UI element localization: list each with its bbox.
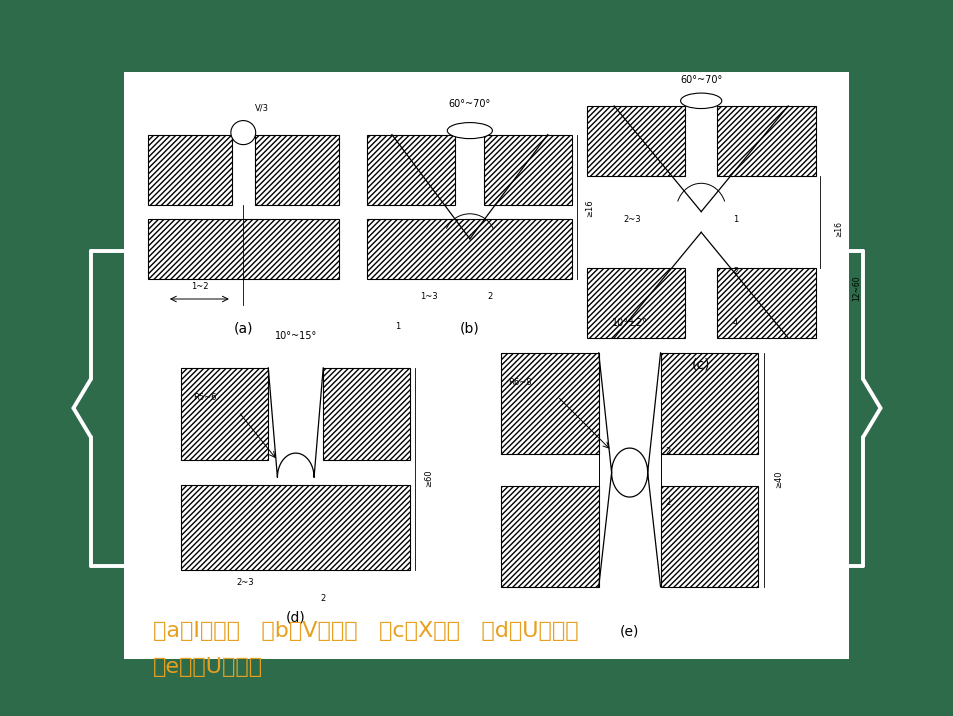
Text: （e）双U形坥口: （e）双U形坥口 [152,657,262,677]
Bar [500,486,598,587]
Bar [484,135,572,205]
Text: 1: 1 [732,215,738,224]
Ellipse shape [679,93,721,109]
Bar [586,106,684,175]
Bar [148,219,338,279]
Bar [367,219,572,279]
Bar [367,135,455,205]
Text: 2: 2 [320,594,326,604]
Bar [181,485,410,570]
Text: 1~2: 1~2 [191,282,208,291]
Bar [500,353,598,453]
Bar [254,135,338,205]
Ellipse shape [447,122,492,139]
Bar [717,268,815,338]
Text: ≥16: ≥16 [833,221,842,237]
Bar [659,486,758,587]
Text: (e): (e) [619,625,639,639]
Bar [586,268,684,338]
Text: (b): (b) [459,322,479,336]
Bar [323,368,410,460]
Text: 4: 4 [732,318,738,327]
Bar [717,106,815,175]
Text: 2: 2 [665,498,670,507]
Text: ≥16: ≥16 [584,199,593,217]
Text: ≥60: ≥60 [423,469,433,487]
Text: 10°±2°: 10°±2° [611,318,647,328]
Text: (a): (a) [233,322,253,336]
Text: (d): (d) [286,611,305,624]
Text: 2: 2 [732,266,738,276]
Text: R5~6: R5~6 [193,392,216,402]
Text: 2: 2 [665,447,670,455]
Bar [659,353,758,453]
Text: 2: 2 [487,292,493,301]
Text: ≥40: ≥40 [773,470,782,488]
Text: 12~60: 12~60 [851,276,861,301]
Text: (c): (c) [691,358,710,372]
Text: V/3: V/3 [254,104,269,112]
Bar [148,135,232,205]
Bar [124,72,848,659]
Text: 60°~70°: 60°~70° [448,99,491,109]
Text: R6~8: R6~8 [508,379,532,387]
Text: 10°~15°: 10°~15° [274,331,316,341]
Text: 1: 1 [395,322,400,332]
Ellipse shape [231,120,255,145]
Text: 2~3: 2~3 [236,578,253,586]
Text: 60°~70°: 60°~70° [679,74,721,84]
Text: （a）I形坡口   （b）V形坡口   （c）X坡口   （d）U形坡口: （a）I形坡口 （b）V形坡口 （c）X坡口 （d）U形坡口 [152,621,578,642]
Text: 2~3: 2~3 [623,215,640,224]
Bar [181,368,268,460]
Text: 1~3: 1~3 [419,292,437,301]
